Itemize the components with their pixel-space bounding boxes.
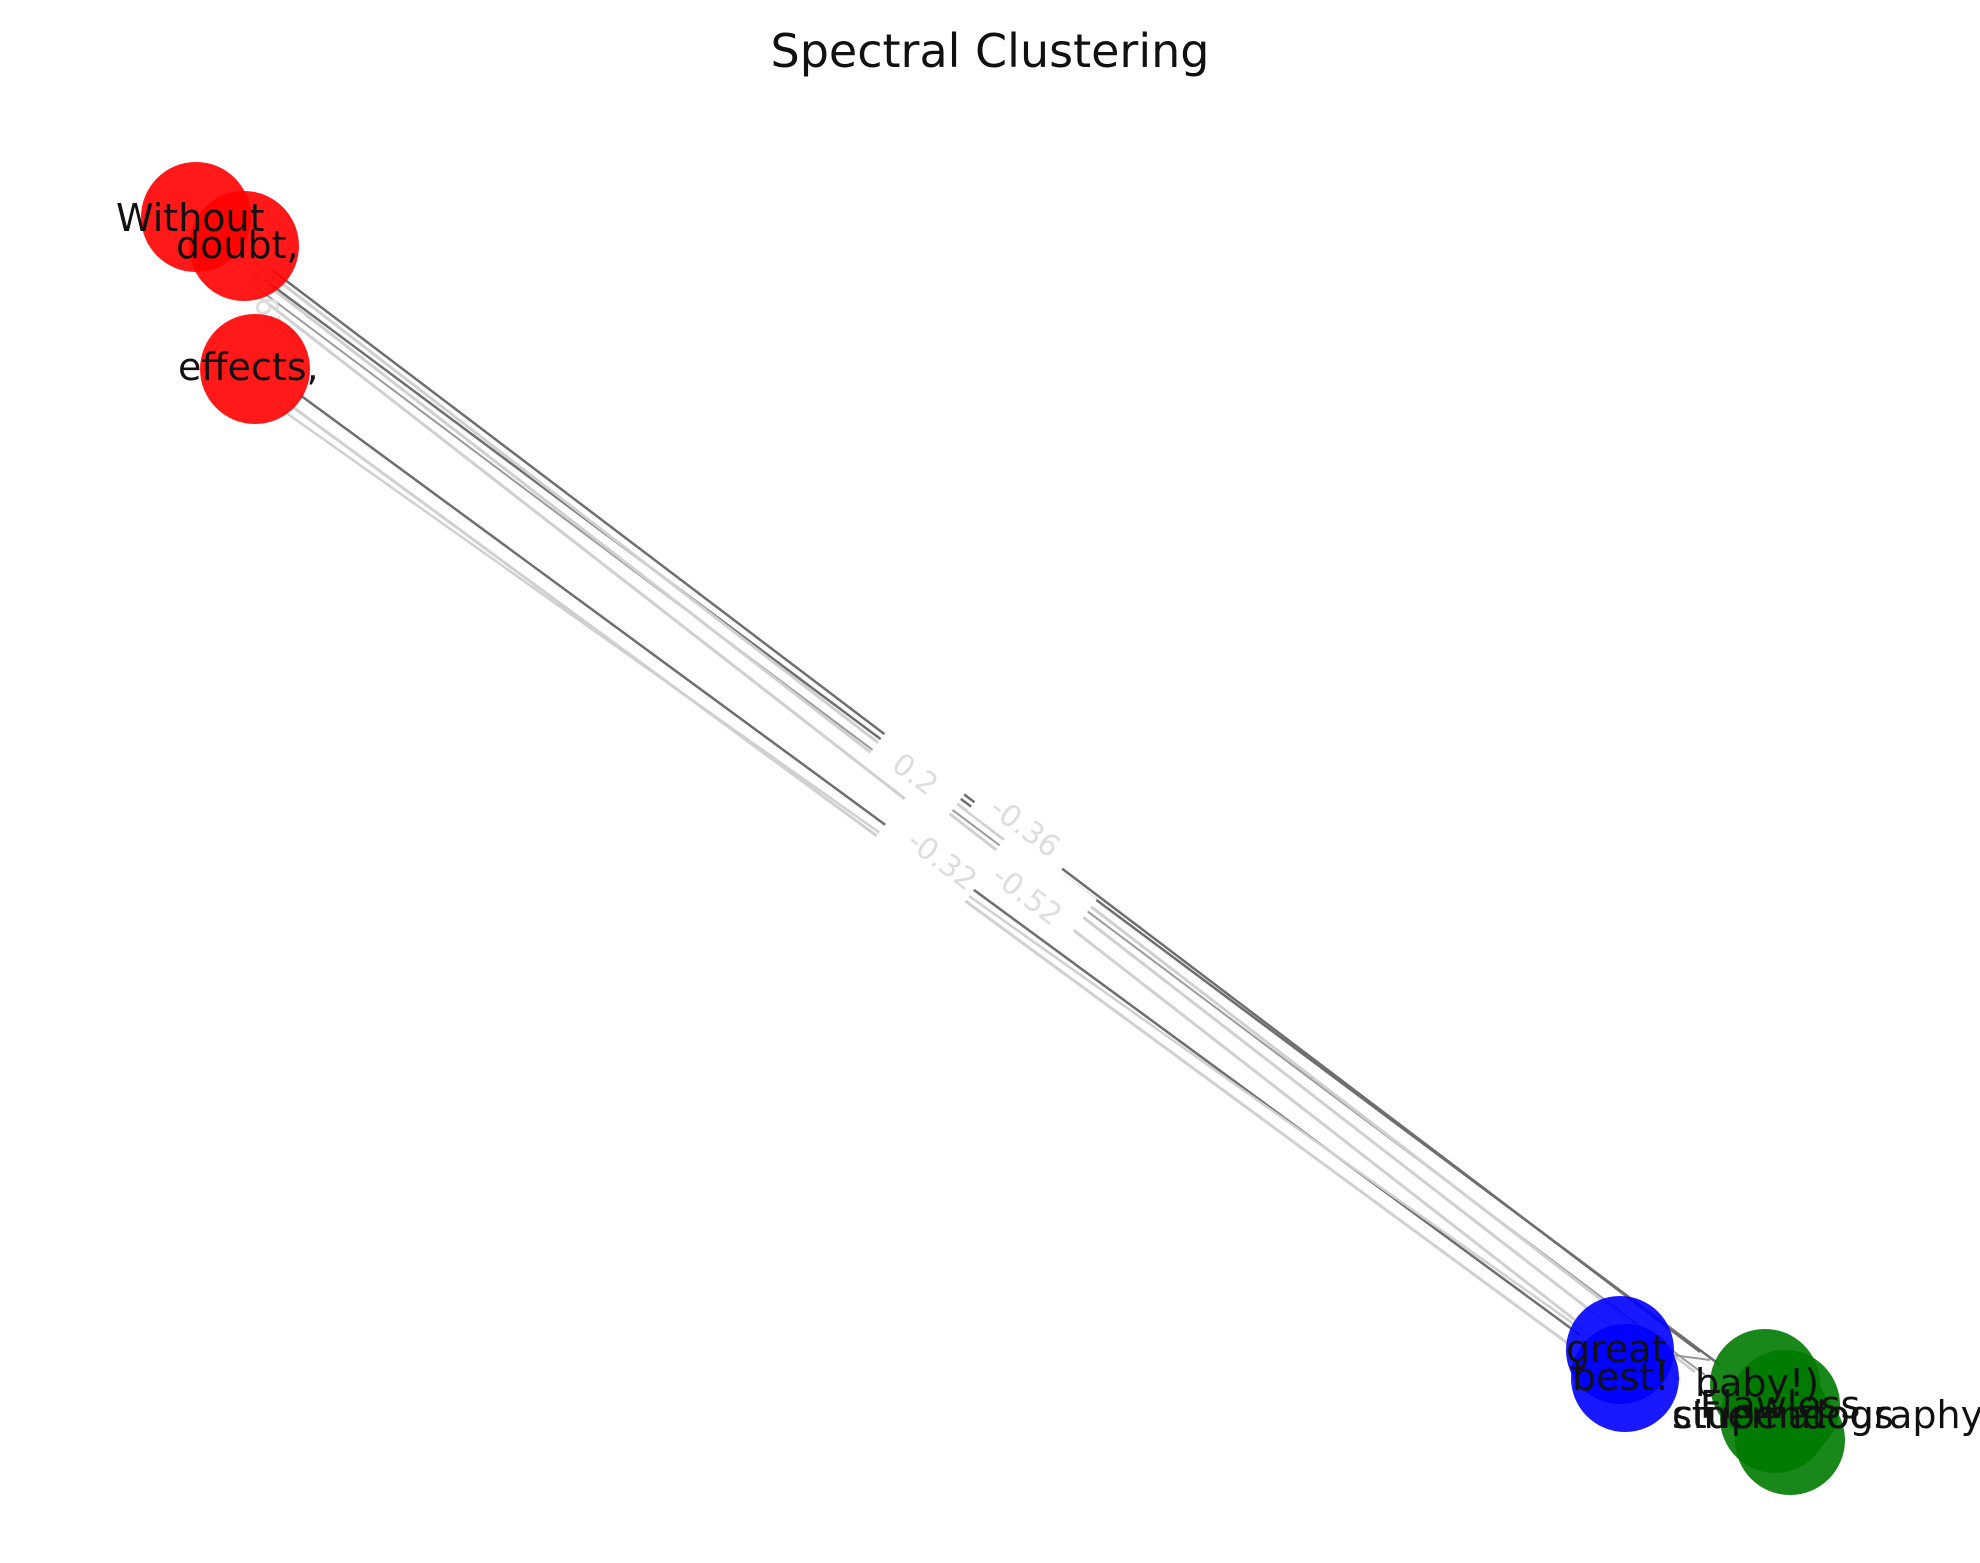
- node-labels: Without doubt, effects, great best! baby…: [116, 196, 1980, 1437]
- node-label: best!: [1572, 1355, 1669, 1399]
- node-label: doubt,: [176, 223, 299, 267]
- node-label: stupendous: [1672, 1393, 1894, 1437]
- node-label: cinematography,: [1672, 1393, 1980, 1437]
- edges: [234, 253, 1721, 1387]
- node-label: baby!): [1695, 1361, 1819, 1405]
- node-doubt: [189, 191, 299, 301]
- node-label: Flawless: [1700, 1383, 1860, 1427]
- node-label: effects,: [178, 345, 319, 389]
- edge: [284, 410, 1661, 1387]
- cluster-green: [1710, 1329, 1845, 1495]
- cluster-red: [141, 162, 310, 424]
- edge-label-masks: [205, 240, 1097, 948]
- cluster-blue: [1566, 1296, 1679, 1432]
- chart-title: Spectral Clustering: [770, 24, 1210, 78]
- node-cinematography: [1735, 1385, 1845, 1495]
- node-best: [1571, 1324, 1679, 1432]
- edge: [244, 253, 1696, 1374]
- node-label: Without: [116, 196, 265, 240]
- node-effects: [200, 314, 310, 424]
- edge: [237, 260, 1681, 1382]
- node-label: great: [1566, 1327, 1666, 1371]
